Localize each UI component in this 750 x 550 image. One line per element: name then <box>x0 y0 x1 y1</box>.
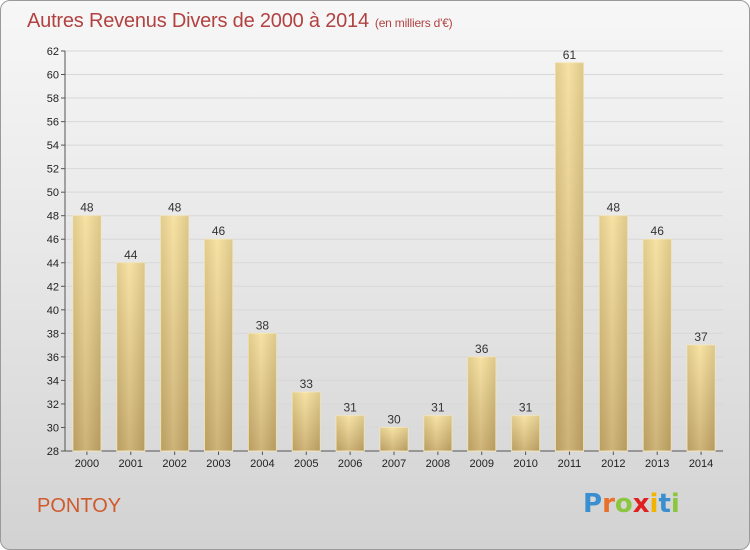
y-tick-label: 52 <box>47 164 59 176</box>
bar-shading <box>599 215 628 451</box>
y-tick-label: 48 <box>47 211 59 223</box>
data-label: 33 <box>300 377 314 391</box>
y-tick-label: 46 <box>47 234 59 246</box>
y-tick-label: 32 <box>47 399 59 411</box>
x-tick-label: 2000 <box>75 458 99 470</box>
bar-shading <box>423 415 452 451</box>
y-tick-label: 56 <box>47 117 59 129</box>
logo-letter: o <box>614 489 633 519</box>
chart-subtitle: (en milliers d'€) <box>374 16 453 30</box>
logo-letter: i <box>649 489 659 519</box>
chart-title: Autres Revenus Divers de 2000 à 2014 (en … <box>27 10 453 33</box>
logo-letter: r <box>602 489 615 519</box>
x-tick-label: 2003 <box>206 458 230 470</box>
y-tick-label: 44 <box>47 258 59 270</box>
logo-letter: i <box>670 489 680 519</box>
data-label: 61 <box>563 48 577 62</box>
x-tick-label: 2013 <box>645 458 669 470</box>
y-tick-label: 34 <box>47 375 59 387</box>
bar-shading <box>160 215 189 451</box>
x-tick-label: 2007 <box>382 458 406 470</box>
labels: 28 30 32 34 36 38 40 42 44 46 48 50 52 54 56 58 60 62 48 20… <box>47 46 714 470</box>
proxiti-logo[interactable]: Proxiti <box>583 489 680 519</box>
y-tick-label: 50 <box>47 187 59 199</box>
x-tick-label: 2006 <box>338 458 362 470</box>
y-tick-label: 38 <box>47 328 59 340</box>
bar-shading <box>336 415 365 451</box>
x-tick-label: 2001 <box>119 458 143 470</box>
y-tick-label: 62 <box>47 46 59 58</box>
bar-shading <box>292 392 321 451</box>
logo-letter: P <box>583 489 603 519</box>
y-tick-label: 58 <box>47 93 59 105</box>
x-tick-label: 2002 <box>162 458 186 470</box>
bars <box>72 62 716 452</box>
logo-letter: t <box>658 489 671 519</box>
bar-shading <box>72 215 101 451</box>
data-label: 48 <box>168 201 182 215</box>
x-tick-label: 2010 <box>513 458 537 470</box>
data-label: 31 <box>519 401 533 415</box>
y-tick-label: 40 <box>47 305 59 317</box>
bar-shading <box>467 356 496 451</box>
chart-title-text: Autres Revenus Divers de 2000 à 2014 <box>27 10 369 32</box>
bar-shading <box>687 345 716 451</box>
x-tick-label: 2005 <box>294 458 318 470</box>
data-label: 48 <box>80 201 94 215</box>
data-label: 31 <box>431 401 445 415</box>
data-label: 37 <box>694 330 708 344</box>
bar-shading <box>511 415 540 451</box>
bar-shading <box>643 239 672 451</box>
y-tick-label: 54 <box>47 140 59 152</box>
y-tick-label: 28 <box>47 446 59 458</box>
logo-letter: x <box>632 489 650 519</box>
data-label: 44 <box>124 248 138 262</box>
bar-shading <box>204 239 233 451</box>
data-label: 46 <box>651 224 665 238</box>
y-tick-label: 42 <box>47 281 59 293</box>
data-label: 31 <box>343 401 357 415</box>
x-tick-label: 2014 <box>689 458 713 470</box>
x-tick-label: 2009 <box>469 458 493 470</box>
y-tick-label: 30 <box>47 422 59 434</box>
y-tick-label: 60 <box>47 70 59 82</box>
x-tick-label: 2008 <box>426 458 450 470</box>
commune-name: PONTOY <box>37 495 122 517</box>
data-label: 38 <box>256 318 270 332</box>
x-tick-label: 2012 <box>601 458 625 470</box>
bar-shading <box>380 427 408 451</box>
data-label: 36 <box>475 342 489 356</box>
x-tick-label: 2004 <box>250 458 274 470</box>
bar-shading <box>248 333 277 451</box>
x-tick-label: 2011 <box>558 458 582 470</box>
y-tick-label: 36 <box>47 352 59 364</box>
data-label: 30 <box>387 412 401 426</box>
data-label: 48 <box>607 201 621 215</box>
bar-shading <box>555 62 584 451</box>
data-label: 46 <box>212 224 226 238</box>
bar-shading <box>116 262 145 451</box>
